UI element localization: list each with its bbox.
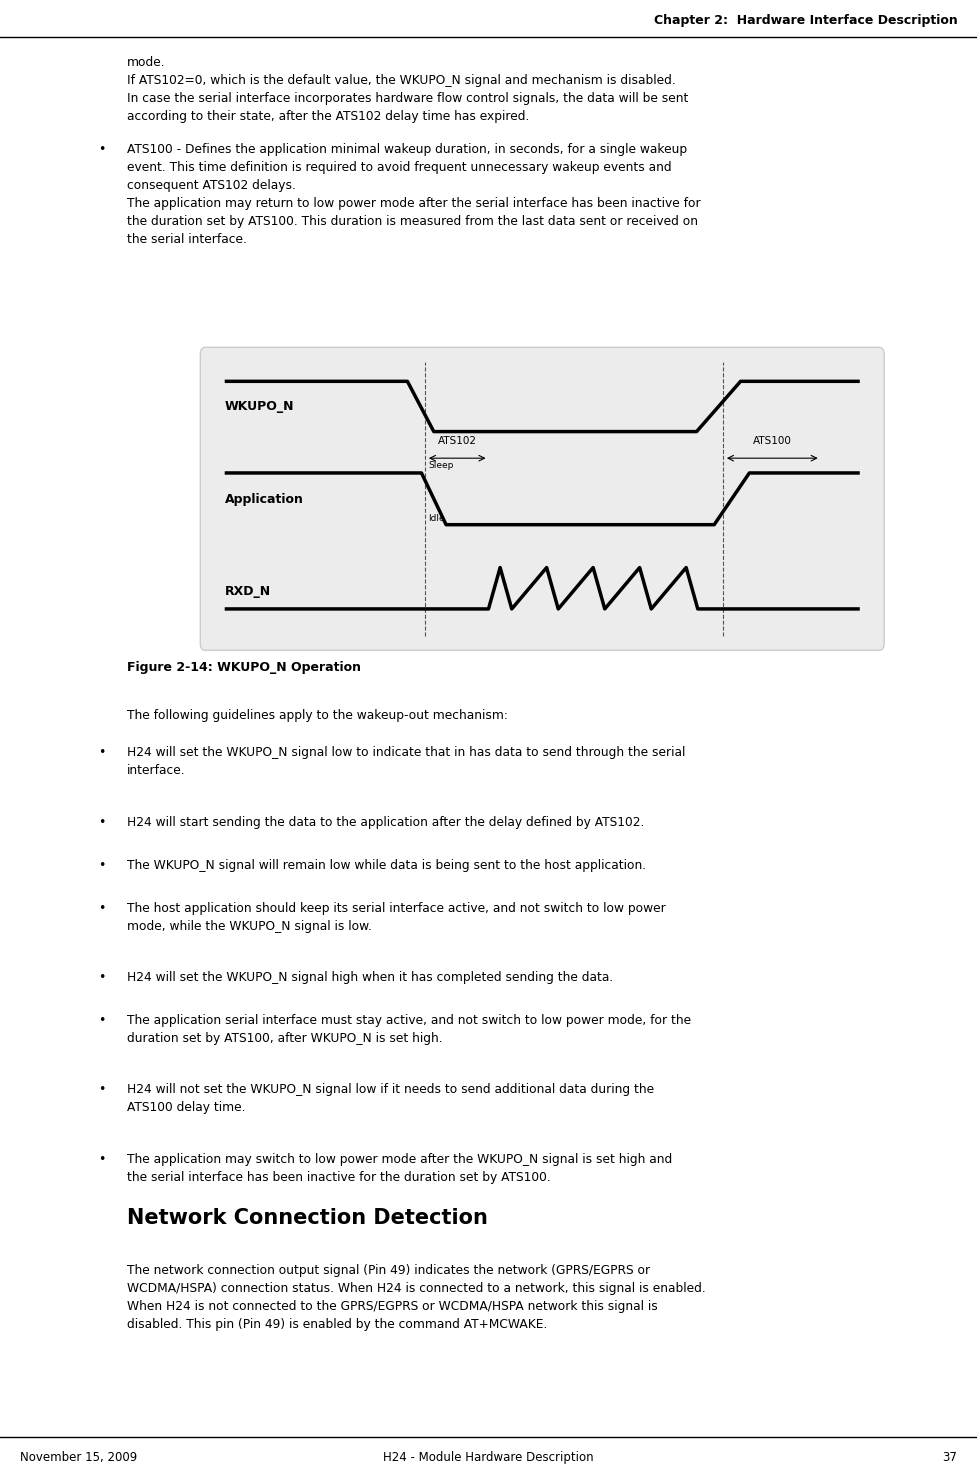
Text: •: • (98, 859, 106, 872)
Text: The host application should keep its serial interface active, and not switch to : The host application should keep its ser… (127, 902, 665, 933)
Text: Sleep: Sleep (428, 461, 453, 470)
Text: 37: 37 (943, 1451, 957, 1465)
Text: •: • (98, 1014, 106, 1027)
Text: H24 will not set the WKUPO_N signal low if it needs to send additional data duri: H24 will not set the WKUPO_N signal low … (127, 1083, 655, 1114)
Text: Idle: Idle (428, 514, 445, 523)
FancyBboxPatch shape (200, 347, 884, 650)
Text: WKUPO_N: WKUPO_N (225, 401, 294, 412)
Text: •: • (98, 816, 106, 829)
Text: •: • (98, 746, 106, 760)
Text: The network connection output signal (Pin 49) indicates the network (GPRS/EGPRS : The network connection output signal (Pi… (127, 1264, 705, 1330)
Text: The WKUPO_N signal will remain low while data is being sent to the host applicat: The WKUPO_N signal will remain low while… (127, 859, 646, 872)
Text: ATS100 - Defines the application minimal wakeup duration, in seconds, for a sing: ATS100 - Defines the application minimal… (127, 143, 701, 247)
Text: Network Connection Detection: Network Connection Detection (127, 1208, 488, 1228)
Text: November 15, 2009: November 15, 2009 (20, 1451, 137, 1465)
Text: ATS102: ATS102 (438, 436, 477, 446)
Text: The application may switch to low power mode after the WKUPO_N signal is set hig: The application may switch to low power … (127, 1153, 672, 1184)
Text: •: • (98, 971, 106, 984)
Text: H24 will set the WKUPO_N signal low to indicate that in has data to send through: H24 will set the WKUPO_N signal low to i… (127, 746, 686, 777)
Text: H24 will start sending the data to the application after the delay defined by AT: H24 will start sending the data to the a… (127, 816, 645, 829)
Text: •: • (98, 1083, 106, 1097)
Text: H24 - Module Hardware Description: H24 - Module Hardware Description (383, 1451, 594, 1465)
Text: •: • (98, 1153, 106, 1166)
Text: Chapter 2:  Hardware Interface Description: Chapter 2: Hardware Interface Descriptio… (654, 13, 957, 27)
Text: RXD_N: RXD_N (225, 585, 271, 597)
Text: •: • (98, 902, 106, 915)
Text: H24 will set the WKUPO_N signal high when it has completed sending the data.: H24 will set the WKUPO_N signal high whe… (127, 971, 614, 984)
Text: mode.
If ATS102=0, which is the default value, the WKUPO_N signal and mechanism : mode. If ATS102=0, which is the default … (127, 56, 689, 123)
Text: Figure 2-14: WKUPO_N Operation: Figure 2-14: WKUPO_N Operation (127, 661, 361, 674)
Text: Application: Application (225, 494, 304, 505)
Text: The application serial interface must stay active, and not switch to low power m: The application serial interface must st… (127, 1014, 691, 1045)
Text: •: • (98, 143, 106, 157)
Text: ATS100: ATS100 (753, 436, 791, 446)
Text: The following guidelines apply to the wakeup-out mechanism:: The following guidelines apply to the wa… (127, 709, 508, 723)
